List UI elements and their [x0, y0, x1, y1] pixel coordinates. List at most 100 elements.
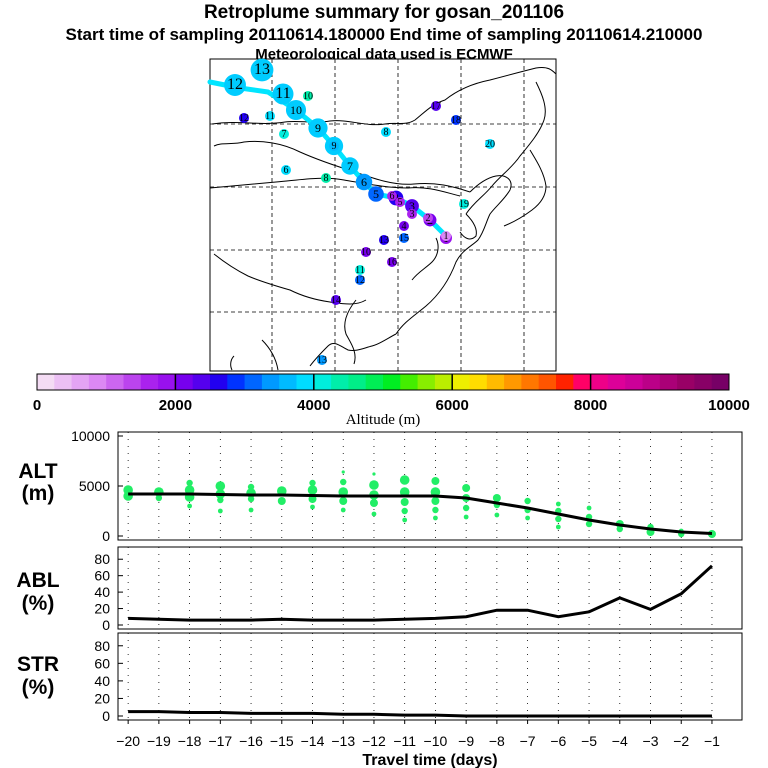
trajectory-label: 3 — [409, 199, 415, 213]
x-tick-label: −20 — [116, 733, 140, 749]
map-panel: 12345678910111213 1234568910111213141516… — [207, 58, 557, 372]
scatter-point — [524, 497, 531, 505]
colorbar-swatch — [348, 374, 367, 390]
cluster-label: 9 — [332, 141, 337, 152]
border-line — [213, 140, 471, 193]
cluster-label: 7 — [282, 129, 287, 140]
colorbar-swatch — [677, 374, 695, 390]
cluster-marker — [451, 115, 461, 125]
colorbar-swatch — [400, 374, 419, 390]
colorbar-swatch — [54, 374, 73, 390]
scatter-point — [555, 501, 561, 507]
colorbar-tick-label: 2000 — [159, 397, 192, 414]
colorbar-swatch — [365, 374, 384, 390]
cluster-marker — [381, 127, 391, 137]
scatter-point — [431, 497, 440, 505]
scatter-point — [586, 505, 592, 511]
y-tick-label: 60 — [94, 655, 110, 671]
x-tick-label: −4 — [612, 733, 628, 749]
colorbar-swatch — [538, 374, 557, 390]
border-line — [211, 67, 557, 126]
cluster-marker — [395, 197, 405, 207]
colorbar-label: Altitude (m) — [346, 412, 421, 428]
cluster-label: 4 — [402, 221, 407, 232]
cluster-label: 5 — [398, 197, 403, 208]
cluster-markers: 1234568910111213141516171819207681011121… — [239, 91, 495, 366]
colorbar-swatch — [659, 374, 678, 390]
colorbar-swatch — [504, 374, 522, 390]
colorbar-swatch — [71, 374, 90, 390]
colorbar-swatch — [37, 374, 55, 390]
scatter-point — [399, 475, 410, 485]
series-line — [128, 492, 713, 535]
cluster-marker — [387, 257, 397, 267]
cluster-label: 15 — [399, 233, 409, 244]
cluster-label: 14 — [331, 295, 341, 306]
colorbar-swatch — [88, 374, 107, 390]
cluster-marker — [317, 355, 327, 365]
cluster-marker — [399, 233, 409, 243]
trajectory-marker — [355, 173, 373, 191]
coastline — [395, 175, 512, 335]
colorbar-swatch — [642, 374, 661, 390]
cluster-marker — [281, 165, 291, 175]
scatter-point — [463, 514, 469, 520]
cluster-marker — [387, 191, 397, 201]
colorbar-swatch — [244, 374, 263, 390]
trajectory-label: 6 — [361, 175, 367, 189]
y-tick-label: 20 — [94, 690, 110, 706]
map-grid — [210, 59, 556, 371]
cluster-label: 13 — [317, 355, 327, 366]
coastline — [465, 81, 546, 215]
colorbar-tick-label: 4000 — [297, 397, 330, 414]
x-tick-label: −6 — [550, 733, 566, 749]
x-tick-label: −11 — [393, 733, 416, 749]
colorbar-swatch — [383, 374, 401, 390]
x-tick-label: −17 — [208, 733, 232, 749]
cluster-label: 6 — [284, 165, 289, 176]
x-tick-label: −14 — [301, 733, 325, 749]
scatter-point — [431, 477, 440, 485]
colorbar-swatch — [210, 374, 228, 390]
cluster-marker — [279, 129, 289, 139]
coastline — [230, 355, 235, 371]
colorbar-swatch — [573, 374, 592, 390]
cluster-marker — [361, 247, 371, 257]
border-line — [209, 177, 461, 197]
trajectory-label: 7 — [347, 159, 353, 173]
cluster-marker — [423, 213, 433, 223]
trajectory-marker — [405, 199, 419, 213]
sampling-times: Start time of sampling 20110614.180000 E… — [65, 25, 703, 44]
x-tick-label: −13 — [331, 733, 355, 749]
x-tick-label: −18 — [178, 733, 202, 749]
scatter-point — [277, 497, 286, 505]
trajectory-marker — [224, 74, 246, 96]
colorbar-swatch — [452, 374, 470, 390]
x-axis-label: Travel time (days) — [362, 752, 497, 768]
y-axis-label: STR — [17, 653, 59, 676]
colorbar-tick-label: 10000 — [708, 397, 750, 414]
y-axis-label: ALT — [18, 460, 57, 483]
colorbar-swatch — [694, 374, 713, 390]
scatter-point — [433, 515, 438, 521]
cluster-marker — [407, 209, 417, 219]
cluster-marker — [441, 231, 451, 241]
cluster-marker — [321, 173, 331, 183]
scatter-point — [494, 512, 500, 518]
x-tick-label: −9 — [458, 733, 474, 749]
panel-frame — [117, 431, 743, 541]
x-tick-label: −8 — [489, 733, 505, 749]
x-tick-label: −1 — [704, 733, 720, 749]
scatter-point — [430, 487, 441, 497]
scatter-point — [369, 480, 379, 490]
cluster-label: 19 — [459, 199, 469, 210]
colorbar-swatch — [175, 374, 194, 390]
scatter-point — [372, 472, 376, 476]
y-tick-label: 0 — [102, 617, 110, 633]
y-tick-label: 40 — [94, 673, 110, 689]
coastline — [459, 213, 477, 240]
cluster-label: 6 — [390, 191, 395, 202]
colorbar-swatch — [140, 374, 159, 390]
x-tick-label: −10 — [424, 733, 448, 749]
